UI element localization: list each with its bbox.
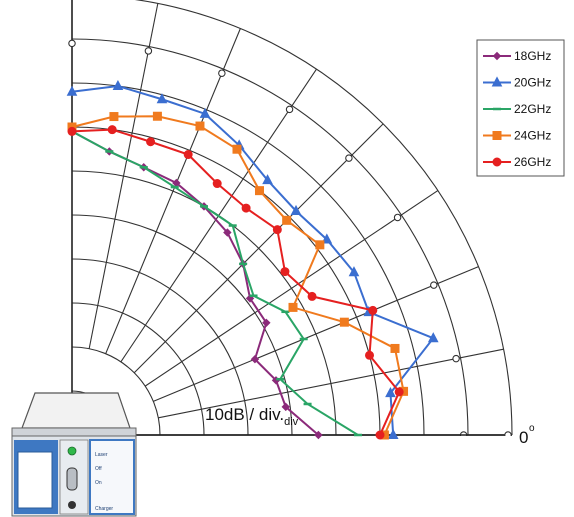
data-point xyxy=(146,137,156,147)
device-label-charger: Charger xyxy=(95,506,113,512)
data-point xyxy=(199,107,211,118)
legend-marker xyxy=(492,131,502,140)
polar-grid xyxy=(68,0,513,436)
grid-spoke xyxy=(133,123,384,374)
data-point xyxy=(107,125,117,135)
scale-label-text: 10dB / div.div xyxy=(205,405,299,428)
data-point xyxy=(427,332,439,343)
switch-knob xyxy=(66,467,78,491)
data-point xyxy=(156,93,168,104)
legend-label: 20GHz xyxy=(514,76,551,90)
data-point xyxy=(315,240,325,250)
antenna-horn xyxy=(21,392,131,429)
connector-icon xyxy=(68,501,76,509)
grid-end-dot xyxy=(285,105,294,114)
grid-spoke xyxy=(158,348,504,419)
data-point xyxy=(195,121,205,131)
data-point xyxy=(67,126,77,136)
grid-spoke xyxy=(105,28,241,354)
grid-end-dot xyxy=(393,213,402,222)
angle-label-unit: o xyxy=(529,423,535,434)
series-26GHz xyxy=(67,125,404,440)
data-point xyxy=(109,112,119,122)
data-point xyxy=(254,186,264,196)
series-line xyxy=(71,84,435,436)
legend-item: 20GHz xyxy=(483,76,551,90)
data-point xyxy=(212,179,222,189)
device-display xyxy=(17,451,53,509)
data-point xyxy=(262,174,273,185)
angle-label-text: 0 xyxy=(519,428,528,447)
series-layer xyxy=(66,79,439,440)
data-point xyxy=(368,305,378,315)
data-point xyxy=(232,144,242,154)
legend-label: 22GHz xyxy=(514,102,551,116)
data-point xyxy=(385,387,396,398)
grid-end-dot xyxy=(144,47,153,55)
data-point xyxy=(282,215,292,225)
device-label-laser: Laser xyxy=(95,452,108,458)
legend-label: 24GHz xyxy=(514,129,551,143)
legend-item: 22GHz xyxy=(483,102,551,116)
data-point xyxy=(390,343,400,353)
series-line xyxy=(71,130,359,436)
series-line xyxy=(71,130,320,436)
data-point xyxy=(321,233,333,244)
data-point xyxy=(280,267,290,277)
legend: 18GHz 20GHz 22GHz 24GHz 26GHz xyxy=(476,39,565,177)
device-label-on: On xyxy=(95,480,102,486)
power-led-icon xyxy=(67,446,77,456)
data-point xyxy=(394,387,404,397)
series-18GHz xyxy=(67,127,323,440)
data-point xyxy=(272,225,282,235)
data-point xyxy=(262,318,271,328)
data-point xyxy=(375,430,385,440)
grid-end-dot xyxy=(430,281,438,289)
data-point xyxy=(314,430,323,440)
data-point xyxy=(307,291,317,301)
data-point xyxy=(290,204,302,215)
grid-spoke xyxy=(88,3,159,349)
data-point xyxy=(281,402,290,412)
angle-label: 0 o xyxy=(519,423,535,447)
antenna-device-photo: Laser Off On Charger xyxy=(11,392,137,517)
data-point xyxy=(241,203,251,213)
legend-label: 18GHz xyxy=(514,49,551,63)
device-label-strip xyxy=(89,439,135,515)
scale-label: 10dB / div.div xyxy=(205,405,299,428)
grid-spoke xyxy=(144,190,439,387)
grid-end-dot xyxy=(218,69,226,77)
grid-end-dot xyxy=(68,39,76,48)
data-point xyxy=(365,350,375,360)
series-20GHz xyxy=(66,79,439,439)
grid-end-dot xyxy=(345,154,353,162)
data-point xyxy=(152,111,162,121)
legend-marker xyxy=(492,157,502,167)
data-point xyxy=(66,85,78,96)
data-point xyxy=(223,228,232,237)
legend-item: 26GHz xyxy=(483,155,551,169)
grid-end-dot xyxy=(452,354,460,363)
data-point xyxy=(339,317,349,327)
data-point xyxy=(348,266,360,277)
data-point xyxy=(183,150,193,160)
series-22GHz xyxy=(68,130,362,437)
device-label-off: Off xyxy=(95,466,102,472)
data-point xyxy=(112,79,124,91)
legend-marker xyxy=(491,76,503,87)
grid-spoke xyxy=(153,266,479,402)
data-point xyxy=(250,355,260,364)
legend-label: 26GHz xyxy=(514,155,551,169)
antenna-base xyxy=(11,427,137,437)
legend-marker xyxy=(492,51,502,61)
legend-item: 18GHz xyxy=(483,49,551,63)
data-point xyxy=(288,302,298,312)
zero-axis-dot xyxy=(504,431,512,436)
legend-item: 24GHz xyxy=(483,129,551,143)
data-point xyxy=(387,428,399,439)
scale-label-subscript: div xyxy=(284,416,299,428)
